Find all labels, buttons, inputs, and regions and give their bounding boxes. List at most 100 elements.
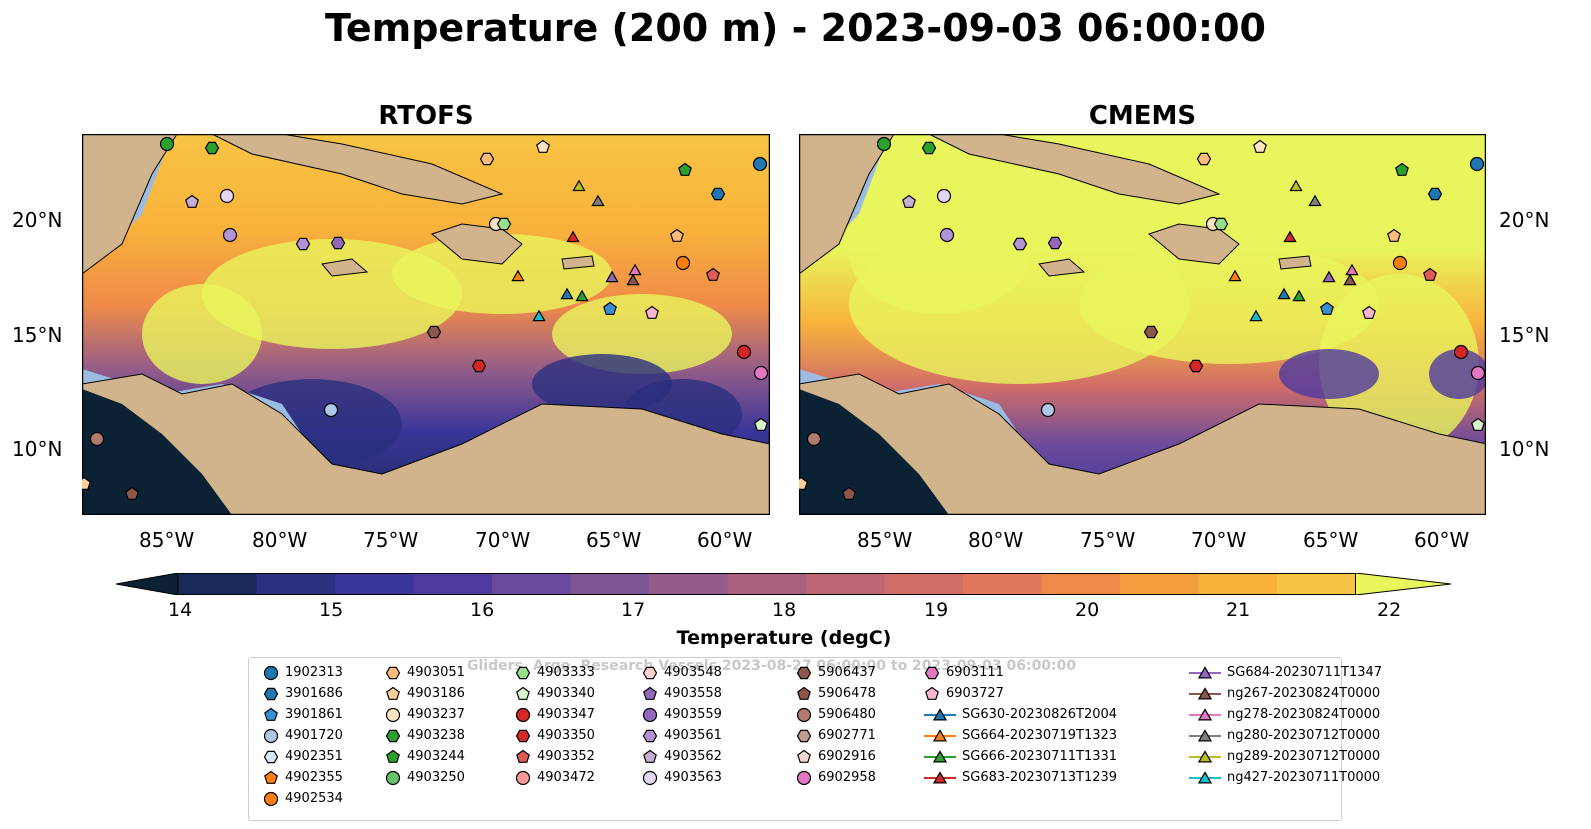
colorbar-tick-label: 20 <box>1075 599 1100 621</box>
float-marker <box>1012 237 1028 251</box>
legend-label: SG683-20230713T1239 <box>962 770 1118 785</box>
legend-marker-icon <box>516 686 530 700</box>
float-marker <box>754 417 768 431</box>
warm-region <box>849 194 1029 314</box>
legend-label: SG664-20230719T1323 <box>962 728 1118 743</box>
float-marker <box>330 236 346 250</box>
legend-column: 4903051 4903186 4903237 4903238 4903244 49032… <box>385 662 465 788</box>
legend-item: 1902313 <box>263 662 343 683</box>
legend-column: SG684-20230711T1347 ng267-20230824T0000 ng… <box>1189 662 1382 788</box>
map-frame <box>799 134 1486 515</box>
float-marker <box>753 365 769 381</box>
cold-region <box>1279 349 1379 399</box>
legend-marker <box>932 770 948 783</box>
float-marker <box>575 289 589 302</box>
cold-region <box>1429 349 1486 399</box>
legend-marker <box>797 686 811 700</box>
legend-marker-icon <box>263 728 279 743</box>
float-marker <box>471 359 487 373</box>
float-marker <box>511 269 525 282</box>
float-marker <box>532 309 546 322</box>
float-marker <box>1471 417 1485 431</box>
legend-item: 4902534 <box>263 788 343 809</box>
y-tick-label: 10°N <box>1499 437 1550 461</box>
legend-marker-icon <box>1189 749 1221 762</box>
legend-label: 6903111 <box>946 665 1004 680</box>
legend-item: 5906437 <box>796 662 876 683</box>
colorbar-extend-min <box>116 573 179 595</box>
colorbar-frame <box>177 573 1356 595</box>
legend-marker-icon <box>797 749 811 763</box>
legend-column: 4903548 4903558 4903559 4903561 4903562 49035… <box>642 662 722 788</box>
legend-marker <box>796 729 812 742</box>
legend-marker <box>264 770 278 784</box>
x-tick-label: 85°W <box>857 528 913 552</box>
legend-item: 4903333 <box>515 662 595 683</box>
legend-column: 5906437 5906478 5906480 6902771 6902916 69029… <box>796 662 876 788</box>
legend-marker <box>642 770 658 785</box>
float-marker <box>89 431 105 447</box>
legend-marker <box>515 707 531 722</box>
legend-item: 4903352 <box>515 746 595 767</box>
legend-marker-icon <box>516 749 530 763</box>
legend-item: 4903562 <box>642 746 722 767</box>
legend-item: SG683-20230713T1239 <box>924 767 1117 788</box>
land <box>1038 258 1086 277</box>
legend-item: 6902771 <box>796 725 876 746</box>
float-marker <box>572 179 586 192</box>
panel-title-rtofs: RTOFS <box>378 101 474 131</box>
colorbar-segment <box>256 573 336 595</box>
legend-label: 4903051 <box>407 665 465 680</box>
colorbar-segment <box>1041 573 1121 595</box>
land <box>82 373 770 515</box>
x-tick-label: 60°W <box>697 528 753 552</box>
float-marker <box>125 486 139 500</box>
map-panel-cmems <box>799 134 1486 515</box>
legend-marker <box>385 666 401 679</box>
legend-item: ng278-20230824T0000 <box>1189 704 1382 725</box>
legend-marker-icon <box>642 729 658 742</box>
land <box>1147 223 1240 265</box>
legend-marker-icon <box>263 750 279 763</box>
legend-item: 6903111 <box>924 662 1117 683</box>
legend-label: 6903727 <box>946 686 1004 701</box>
land <box>211 134 504 205</box>
legend-item: 4903558 <box>642 683 722 704</box>
colorbar-tick-label: 18 <box>772 599 797 621</box>
float-marker <box>706 267 720 281</box>
x-tick-label: 65°W <box>1303 528 1359 552</box>
land <box>1278 255 1312 270</box>
colorbar-segment <box>884 573 964 595</box>
float-marker <box>710 187 726 201</box>
legend-marker <box>925 686 939 700</box>
map-frame <box>82 134 770 515</box>
legend-marker-icon <box>515 770 531 785</box>
legend-label: 4901720 <box>285 728 343 743</box>
float-marker <box>479 152 495 166</box>
legend-label: 4903472 <box>537 770 595 785</box>
colorbar-tick-label: 22 <box>1377 599 1402 621</box>
legend-marker-icon <box>1189 707 1221 720</box>
colorbar-segment <box>806 573 886 595</box>
legend-marker <box>796 770 812 785</box>
float-marker <box>628 263 642 276</box>
float-marker <box>1322 270 1336 283</box>
legend-label: 4903347 <box>537 707 595 722</box>
legend-marker <box>924 666 940 679</box>
colorbar-segment <box>178 573 258 595</box>
legend-item: SG630-20230826T2004 <box>924 704 1117 725</box>
float-marker <box>645 305 659 319</box>
legend-marker-icon <box>1189 665 1221 678</box>
legend-item: 4903237 <box>385 704 465 725</box>
warm-region <box>142 284 262 384</box>
legend-marker-icon <box>796 666 812 679</box>
float-marker <box>1047 236 1063 250</box>
legend-item: 4903250 <box>385 767 465 788</box>
colorbar-tick-label: 15 <box>319 599 344 621</box>
legend-marker <box>642 729 658 742</box>
float-marker <box>678 162 692 176</box>
legend-item: 4902351 <box>263 746 343 767</box>
legend-marker-icon <box>924 707 956 720</box>
legend-marker <box>515 666 531 679</box>
legend-item: 4903561 <box>642 725 722 746</box>
